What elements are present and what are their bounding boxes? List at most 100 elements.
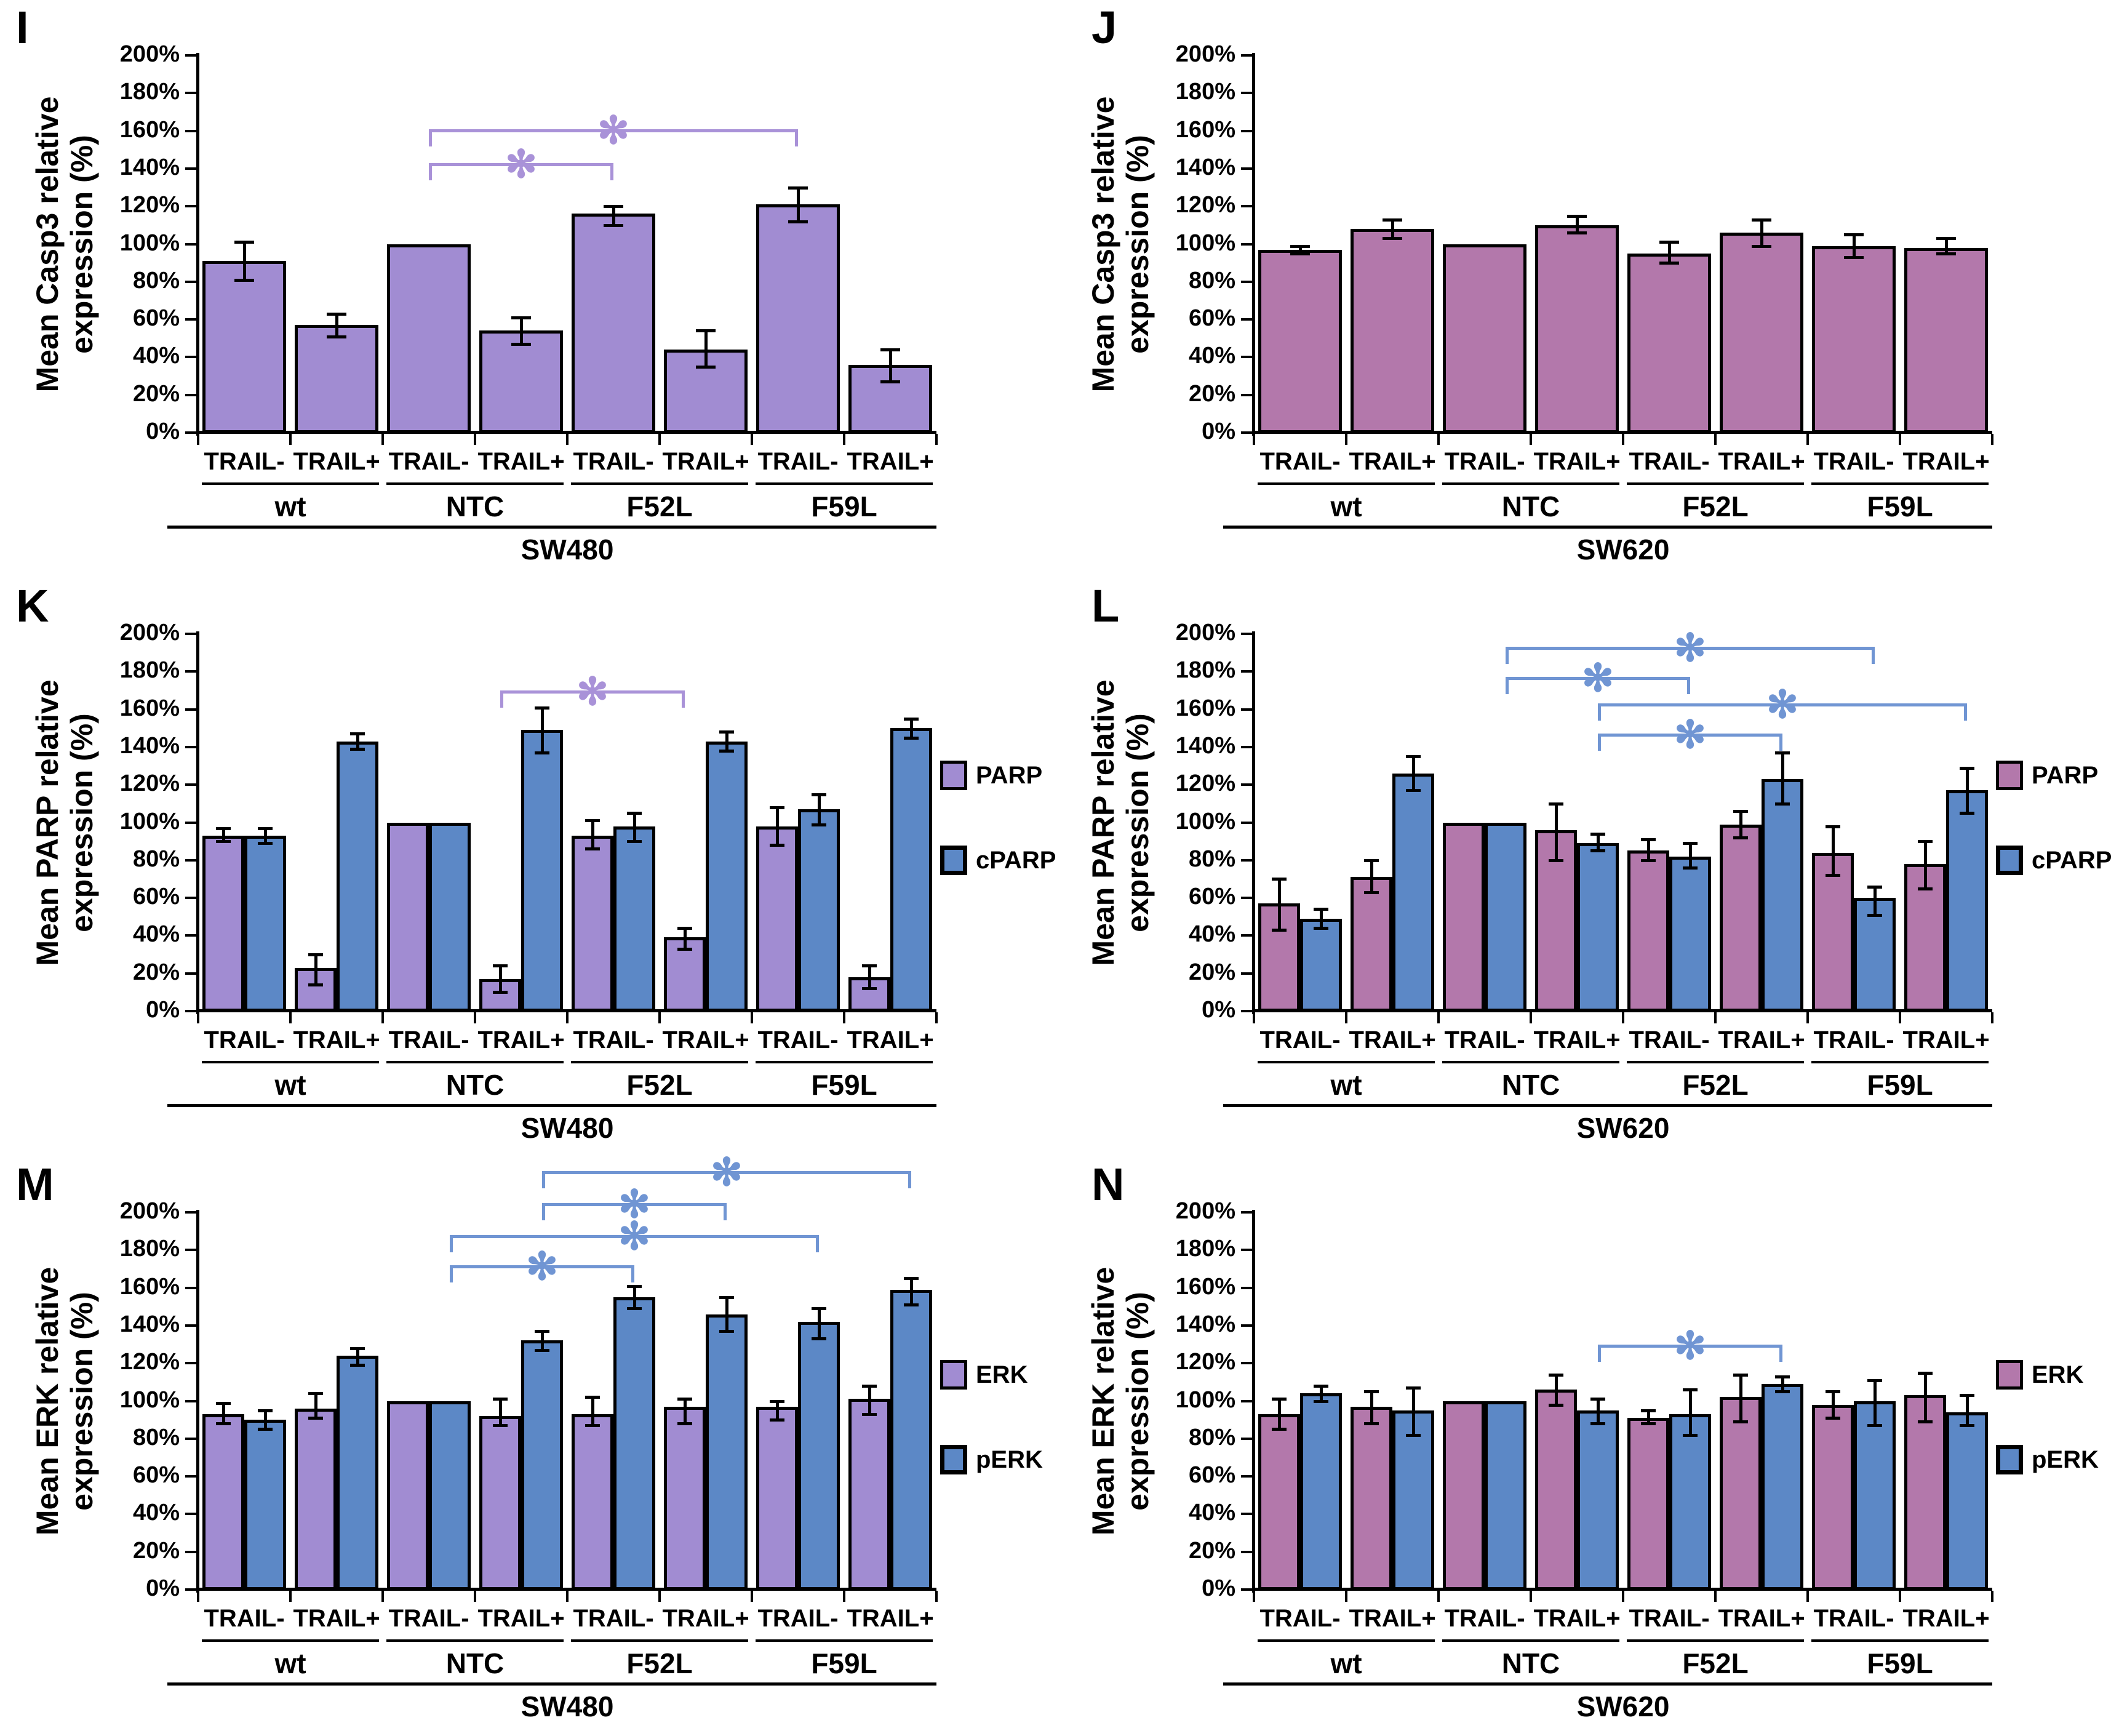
y-axis-title: Mean PARP relative expression (%) — [30, 679, 99, 966]
sig-bracket-end — [429, 162, 432, 180]
panel-J: J Mean Casp3 relative expression (%) 0% 20%… — [1056, 0, 2111, 578]
x-label-TRAIL-: TRAIL- — [388, 1026, 469, 1054]
error-bar — [1688, 843, 1692, 868]
x-label-TRAIL-: TRAIL- — [1629, 1026, 1710, 1054]
error-bar-cap-bottom — [1936, 252, 1956, 255]
error-bar — [1646, 1410, 1650, 1424]
error-bar-cap-bottom — [493, 991, 508, 994]
bar-I-F52L-TRAIL+-Casp3 — [664, 350, 748, 433]
x-tick — [1714, 434, 1717, 445]
x-tick — [1253, 434, 1255, 445]
x-label-TRAIL-: TRAIL- — [1259, 448, 1341, 475]
error-bar-cap-bottom — [1383, 237, 1402, 241]
error-bar-cap-top — [1844, 233, 1864, 237]
error-bar — [775, 807, 779, 846]
y-tick — [185, 1550, 196, 1553]
y-tick-label: 180% — [119, 657, 180, 684]
y-tick — [1241, 54, 1252, 57]
error-bar-cap-top — [1960, 766, 1974, 770]
x-tick — [1622, 1591, 1624, 1602]
x-label-TRAIL-: TRAIL- — [204, 448, 285, 475]
sig-bracket-end — [724, 1202, 727, 1220]
bar-K-wt-TRAIL--cPARP — [244, 835, 286, 1012]
group-underline — [1258, 1061, 1435, 1063]
x-label-TRAIL-: TRAIL- — [573, 448, 654, 475]
y-tick — [1241, 1475, 1252, 1478]
error-bar — [868, 966, 871, 989]
cell-line-underline — [167, 526, 936, 529]
error-bar-cap-bottom — [1733, 1420, 1748, 1424]
panel-K: K Mean PARP relative expression (%) 0% 20% 4… — [0, 578, 1056, 1157]
error-bar-cap-bottom — [1867, 1424, 1882, 1428]
bar-K-NTC-TRAIL--PARP — [387, 822, 429, 1012]
error-bar — [1781, 753, 1784, 804]
y-tick-label: 180% — [1175, 657, 1235, 684]
x-label-TRAIL+: TRAIL+ — [1533, 1026, 1621, 1054]
group-label-F59L: F59L — [1867, 1647, 1933, 1679]
y-tick — [185, 858, 196, 862]
error-bar-cap-top — [880, 348, 900, 352]
bar-L-F52L-TRAIL--cPARP — [1669, 856, 1711, 1012]
bar-J-NTC-TRAIL+-Casp3 — [1535, 225, 1619, 433]
error-bar-cap-top — [1314, 908, 1328, 911]
error-bar-cap-top — [1406, 1386, 1421, 1390]
error-bar-cap-bottom — [1826, 874, 1840, 878]
y-tick-label: 200% — [119, 41, 180, 67]
error-bar — [314, 954, 317, 985]
x-tick — [1253, 1591, 1255, 1602]
error-bar — [1739, 1374, 1742, 1422]
x-label-TRAIL-: TRAIL- — [388, 1605, 469, 1632]
x-label-TRAIL+: TRAIL+ — [1718, 1605, 1805, 1632]
y-tick-label: 120% — [1175, 770, 1235, 797]
sig-bracket — [500, 690, 685, 694]
y-tick-label: 60% — [1188, 1462, 1235, 1489]
bar-L-NTC-TRAIL--PARP — [1443, 822, 1485, 1012]
x-tick — [658, 434, 661, 445]
bar-I-F59L-TRAIL--Casp3 — [756, 204, 840, 433]
error-bar-cap-bottom — [1775, 802, 1790, 806]
error-bar — [775, 1401, 779, 1420]
error-bar — [1646, 839, 1650, 860]
y-tick — [1241, 670, 1252, 673]
error-bar — [725, 732, 728, 751]
bar-L-wt-TRAIL--cPARP — [1300, 918, 1342, 1012]
legend-label-ERK: ERK — [2032, 1361, 2084, 1388]
group-label-NTC: NTC — [445, 1647, 505, 1679]
error-bar-cap-bottom — [719, 750, 734, 753]
y-tick — [185, 393, 196, 396]
error-bar — [1554, 803, 1558, 860]
error-bar — [1739, 811, 1742, 838]
error-bar — [1319, 1385, 1323, 1401]
x-label-TRAIL+: TRAIL+ — [477, 448, 565, 475]
group-label-F59L: F59L — [1867, 1069, 1933, 1101]
error-bar-cap-bottom — [535, 1348, 549, 1352]
sig-bracket-end — [1598, 703, 1601, 721]
y-tick — [1241, 1324, 1252, 1327]
x-tick — [1437, 1012, 1440, 1023]
error-bar-cap-bottom — [308, 983, 323, 987]
error-bar-cap-bottom — [511, 342, 531, 346]
error-bar-cap-bottom — [327, 335, 346, 338]
error-bar-cap-bottom — [1314, 1399, 1328, 1403]
y-tick — [185, 92, 196, 95]
error-bar-cap-top — [1641, 1409, 1656, 1412]
bar-K-F59L-TRAIL+-cPARP — [890, 728, 932, 1012]
error-bar-cap-top — [1918, 840, 1933, 844]
panel-letter-I: I — [16, 2, 29, 53]
x-label-TRAIL-: TRAIL- — [1629, 1605, 1710, 1632]
sig-bracket — [1598, 703, 1967, 707]
y-tick-label: 140% — [119, 154, 180, 180]
bar-N-wt-TRAIL--pERK — [1300, 1393, 1342, 1590]
error-bar — [314, 1393, 317, 1418]
bar-J-wt-TRAIL--Casp3 — [1258, 249, 1342, 433]
y-tick — [185, 167, 196, 170]
group-underline — [756, 1061, 933, 1063]
sig-bracket-end — [610, 162, 613, 180]
x-label-TRAIL+: TRAIL+ — [477, 1605, 565, 1632]
x-tick — [1622, 434, 1624, 445]
cell-line-label: SW480 — [521, 534, 614, 566]
bar-N-NTC-TRAIL+-ERK — [1535, 1390, 1577, 1590]
x-tick — [566, 1591, 569, 1602]
y-tick — [1241, 708, 1252, 711]
y-tick — [1241, 821, 1252, 824]
